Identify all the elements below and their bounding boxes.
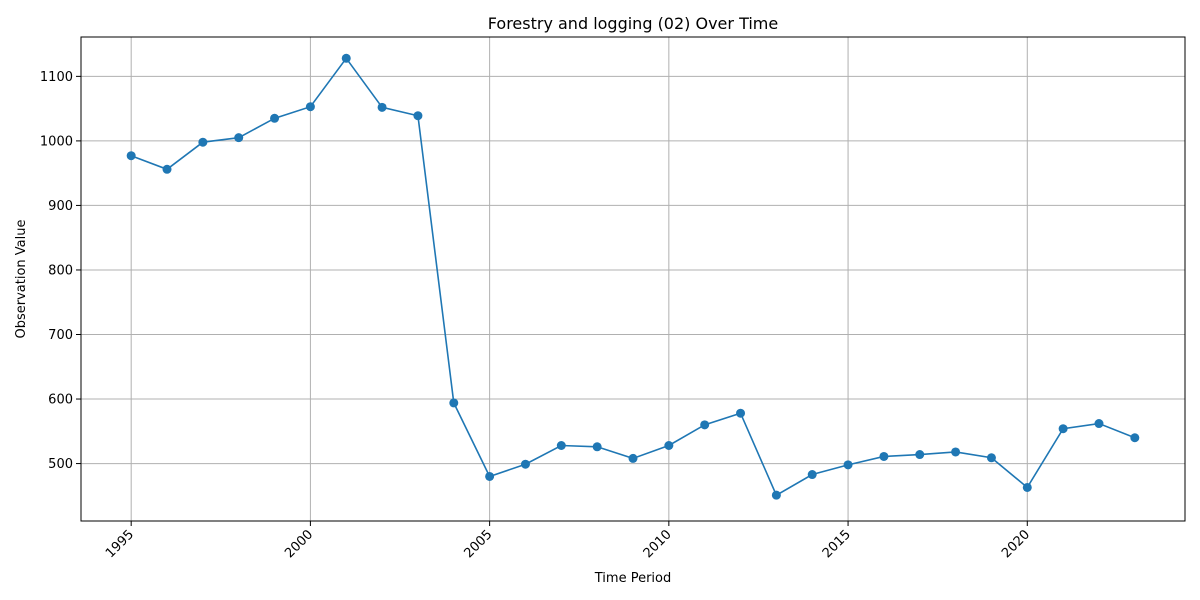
y-tick-label: 900: [48, 199, 73, 214]
y-tick-label: 800: [48, 263, 73, 278]
data-point: [162, 164, 172, 174]
data-point: [1130, 433, 1140, 443]
x-tick-label: 2000: [282, 527, 316, 561]
data-point: [879, 451, 889, 461]
data-point: [341, 53, 351, 63]
data-point: [807, 470, 817, 480]
y-tick-label: 1100: [40, 70, 73, 85]
x-tick-label: 2020: [999, 527, 1033, 561]
grid: [81, 37, 1185, 521]
data-point: [843, 460, 853, 470]
data-point: [485, 471, 495, 481]
data-point: [305, 102, 315, 112]
data-point: [413, 111, 423, 121]
data-point: [986, 453, 996, 463]
data-point: [592, 442, 602, 452]
x-axis-label: Time Period: [594, 571, 671, 586]
data-point: [1022, 482, 1032, 492]
data-point: [270, 113, 280, 123]
y-axis-label: Observation Value: [14, 220, 29, 339]
series-line: [130, 56, 1136, 497]
x-tick-label: 2005: [461, 527, 495, 561]
x-tick-label: 2015: [820, 527, 854, 561]
data-point: [198, 137, 208, 147]
data-point: [700, 420, 710, 430]
data-point: [520, 459, 530, 469]
chart-title: Forestry and logging (02) Over Time: [488, 14, 778, 33]
data-point: [1058, 424, 1068, 434]
data-point: [234, 133, 244, 143]
data-point: [915, 450, 925, 460]
y-tick-label: 600: [48, 393, 73, 408]
data-point: [664, 440, 674, 450]
data-point: [951, 447, 961, 457]
data-point: [556, 440, 566, 450]
series: [126, 53, 1140, 500]
y-tick-label: 700: [48, 328, 73, 343]
data-point: [377, 102, 387, 112]
data-point: [449, 398, 459, 408]
x-tick-label: 1995: [103, 527, 137, 561]
y-tick-label: 500: [48, 457, 73, 472]
y-tick-label: 1000: [40, 134, 73, 149]
data-point: [736, 408, 746, 418]
plot-frame: [80, 36, 1186, 522]
data-point: [1094, 419, 1104, 429]
y-axis: 500 600 700 800 900 1000 1100: [40, 70, 81, 472]
x-tick-label: 2010: [641, 527, 675, 561]
x-axis: 1995 2000 2005 2010 2015 2020: [103, 521, 1033, 561]
data-point: [771, 490, 781, 500]
data-point: [628, 453, 638, 463]
data-point: [126, 151, 136, 161]
